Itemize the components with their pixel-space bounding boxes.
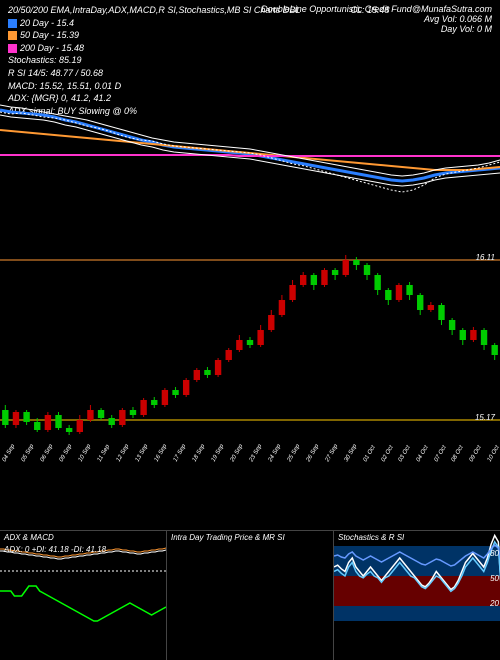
macd-label: MACD: 15.52, 15.51, 0.01 D: [8, 80, 492, 93]
adx-macd-panel: ADX & MACD ADX: 0 +DI: 41.18 -DI: 41.18: [0, 530, 166, 660]
stochastics-label: Stochastics: 85.19: [8, 54, 492, 67]
indicator-panels: ADX & MACD ADX: 0 +DI: 41.18 -DI: 41.18 …: [0, 530, 500, 660]
svg-text:80: 80: [490, 549, 499, 558]
panel-title: Intra Day Trading Price & MR SI: [171, 533, 285, 542]
panel-info: ADX: 0 +DI: 41.18 -DI: 41.18: [4, 545, 106, 554]
candlestick-chart: 16.11 15.17 30 Aug04 Sep05 Sep06 Sep09 Se…: [0, 240, 500, 470]
svg-text:15.17: 15.17: [475, 413, 496, 422]
svg-text:16.11: 16.11: [476, 253, 495, 262]
svg-text:50: 50: [490, 574, 499, 583]
title-left: 20/50/200 EMA,IntraDay,ADX,MACD,R SI,Sto…: [8, 4, 300, 17]
avg-vol: Avg Vol: 0.066 M: [261, 14, 492, 24]
ema-chart: [0, 100, 500, 220]
x-axis-labels: 30 Aug04 Sep05 Sep06 Sep09 Sep10 Sep11 S…: [0, 450, 500, 470]
legend-item: 200 Day - 15.48: [8, 42, 492, 55]
stochastics-panel: Stochastics & R SI 80 50 20: [333, 530, 500, 660]
panel-title: Stochastics & R SI: [338, 533, 404, 542]
header-right: DoubleLine Opportunistic Credit Fund@Mun…: [261, 4, 492, 34]
svg-text:20: 20: [489, 599, 499, 608]
intraday-panel: Intra Day Trading Price & MR SI: [166, 530, 333, 660]
panel-title: ADX & MACD: [4, 533, 54, 542]
day-vol: Day Vol: 0 M: [261, 24, 492, 34]
rsi-label: R SI 14/5: 48.77 / 50.68: [8, 67, 492, 80]
title-right: DoubleLine Opportunistic Credit Fund@Mun…: [261, 4, 492, 14]
